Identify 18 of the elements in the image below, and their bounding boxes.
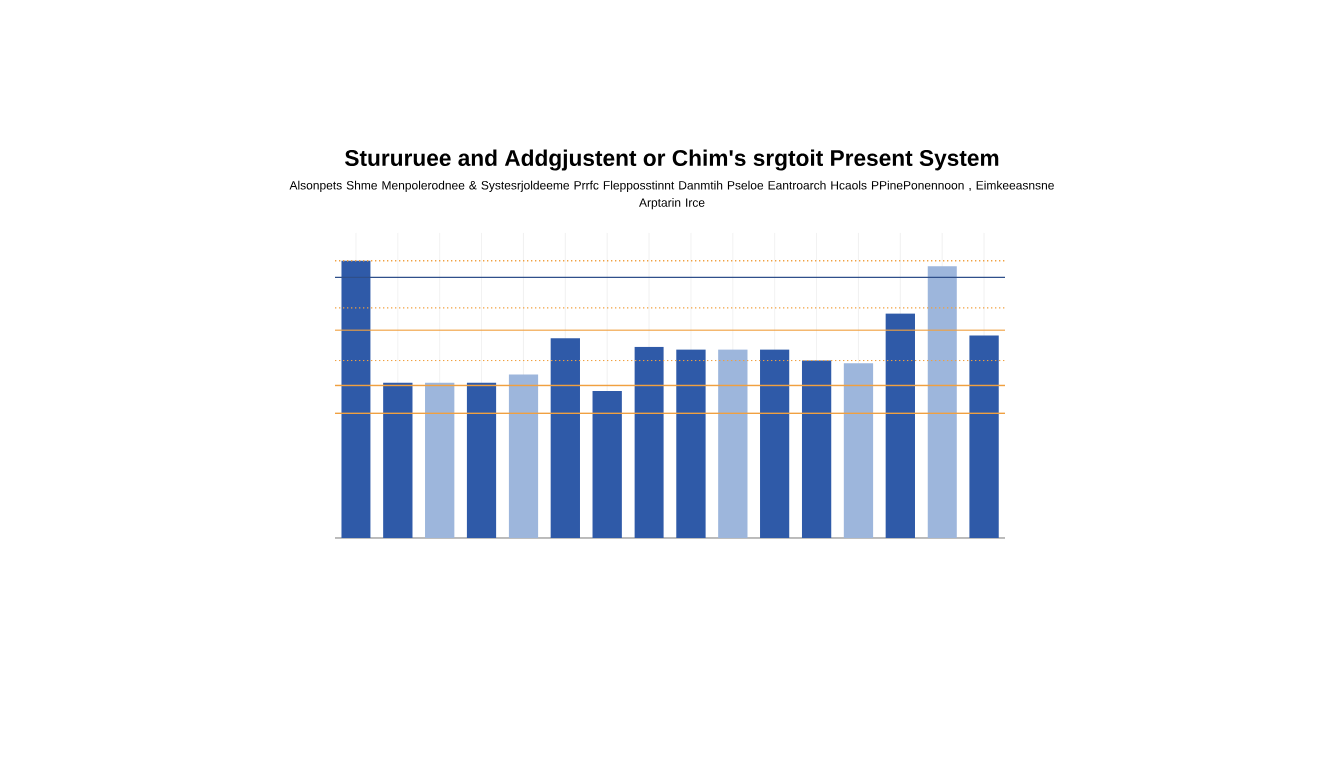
bar bbox=[843, 363, 874, 538]
bar bbox=[676, 349, 706, 538]
bar bbox=[592, 391, 622, 538]
bar bbox=[885, 313, 915, 538]
bar bbox=[508, 374, 539, 538]
bar bbox=[760, 349, 790, 538]
bar bbox=[801, 360, 832, 538]
bar bbox=[927, 266, 957, 538]
bar bbox=[341, 260, 371, 538]
bar bbox=[550, 338, 580, 538]
bar bbox=[718, 349, 748, 538]
chart-title: Stururuee and Addgjustent or Chim's srgtoit Present System bbox=[345, 149, 999, 171]
chart-subtitle: Alsonpets Shme Menpolerodnee & Systesrjoldeeme Prrfc Flepposstinnt Danmtih Pseloe Eantroarch Hcaols PPinePonennoon , Eimkeeasnsne Arptarin Irce bbox=[289, 180, 1054, 210]
bar bbox=[634, 346, 664, 538]
bar bbox=[969, 335, 999, 538]
bar bbox=[466, 382, 497, 538]
bar bbox=[383, 382, 413, 538]
bar bbox=[425, 382, 455, 538]
